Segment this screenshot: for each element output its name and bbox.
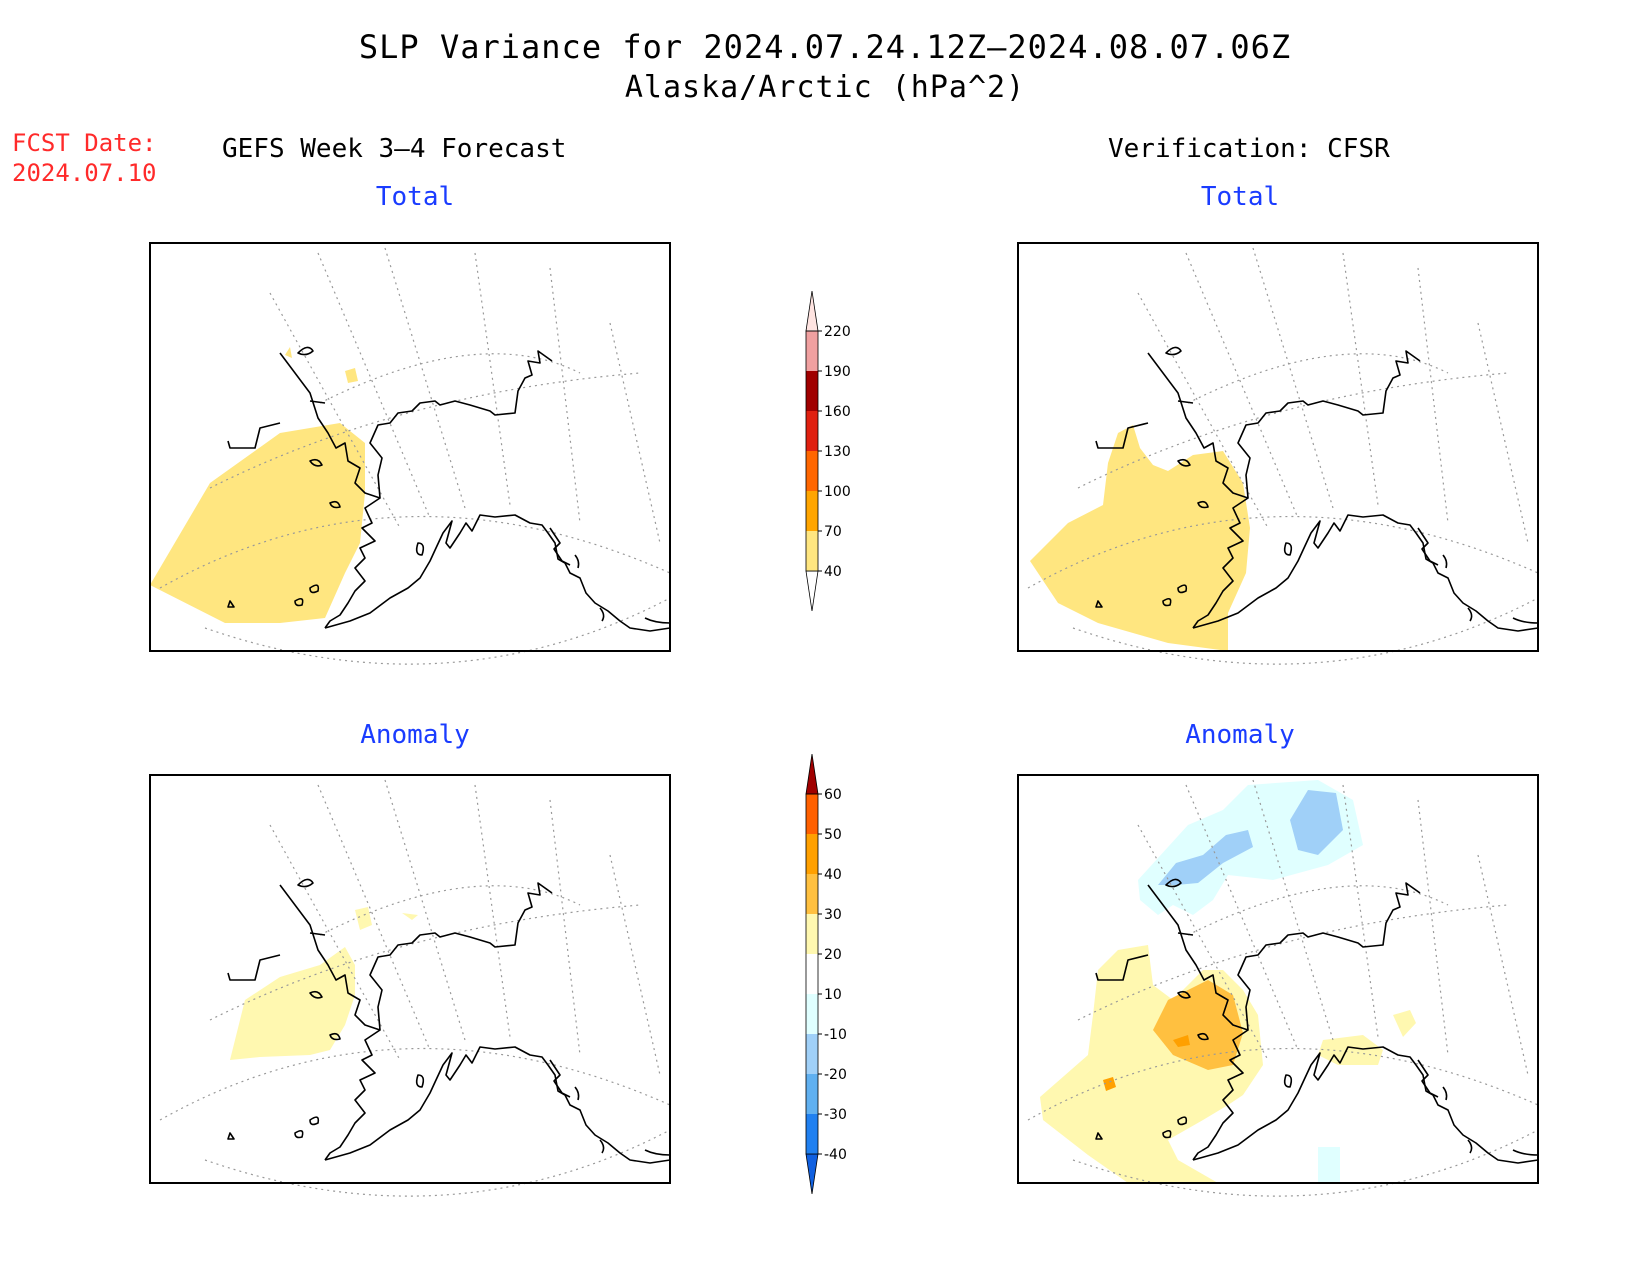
colorbar-segment xyxy=(806,491,818,531)
colorbar-tick-label: -40 xyxy=(824,1147,847,1163)
fcst-date-label: FCST Date: xyxy=(12,129,157,157)
colorbar-segment xyxy=(806,531,818,571)
forecast-anomaly-label: Anomaly xyxy=(360,720,470,750)
colorbar-tick-label: 100 xyxy=(824,484,851,500)
forecast-anomaly-map xyxy=(149,774,671,1197)
verification-anomaly-label: Anomaly xyxy=(1185,720,1295,750)
colorbar-segment xyxy=(806,411,818,451)
colorbar-tick-label: 160 xyxy=(824,404,851,420)
verification-anomaly-map xyxy=(1017,774,1539,1197)
colorbar-segment xyxy=(806,1034,818,1074)
colorbar-segment xyxy=(806,1074,818,1114)
title-line-2: Alaska/Arctic (hPa^2) xyxy=(624,70,1026,105)
colorbar-tick-label: 190 xyxy=(824,364,851,380)
colorbar-segment xyxy=(806,954,818,994)
colorbar-segment xyxy=(806,834,818,874)
colorbar-tick-label: -30 xyxy=(824,1107,847,1123)
colorbar-segment xyxy=(806,331,818,371)
colorbar-tick-label: 20 xyxy=(824,947,842,963)
colorbar-tick-label: 40 xyxy=(824,564,842,580)
colorbar-bottom-triangle xyxy=(805,570,819,612)
colorbar-top-triangle xyxy=(805,290,819,332)
colorbar-segment xyxy=(806,794,818,834)
forecast-total-map xyxy=(149,242,671,665)
colorbar-segment xyxy=(806,874,818,914)
total-colorbar: 40 70 100 130 160 190 220 xyxy=(805,290,851,612)
colorbar-tick-label: 70 xyxy=(824,524,842,540)
verification-column-title: Verification: CFSR xyxy=(1108,134,1390,164)
title-line-1: SLP Variance for 2024.07.24.12Z–2024.08.… xyxy=(358,28,1292,66)
verification-total-label: Total xyxy=(1200,182,1280,212)
forecast-total-label: Total xyxy=(375,182,455,212)
fcst-date-value: 2024.07.10 xyxy=(12,159,157,187)
anomaly-colorbar: -40 -30 -20 -10 10 20 30 40 50 60 xyxy=(805,753,847,1195)
verification-total-map xyxy=(1017,242,1539,665)
colorbar-segment xyxy=(806,994,818,1034)
colorbar-tick-label: 130 xyxy=(824,444,851,460)
colorbar-tick-label: 50 xyxy=(824,827,842,843)
colorbar-segment xyxy=(806,371,818,411)
colorbar-tick-label: 40 xyxy=(824,867,842,883)
colorbar-segment xyxy=(806,914,818,954)
colorbar-bottom-triangle xyxy=(805,1153,819,1195)
colorbar-tick-label: 10 xyxy=(824,987,842,1003)
colorbar-segment xyxy=(806,451,818,491)
colorbar-tick-label: 30 xyxy=(824,907,842,923)
colorbar-tick-label: 220 xyxy=(824,324,851,340)
forecast-column-title: GEFS Week 3–4 Forecast xyxy=(222,134,567,164)
colorbar-tick-label: -10 xyxy=(824,1027,847,1043)
colorbar-tick-label: -20 xyxy=(824,1067,847,1083)
colorbar-tick-label: 60 xyxy=(824,787,842,803)
colorbar-segment xyxy=(806,1114,818,1154)
colorbar-top-triangle xyxy=(805,753,819,795)
